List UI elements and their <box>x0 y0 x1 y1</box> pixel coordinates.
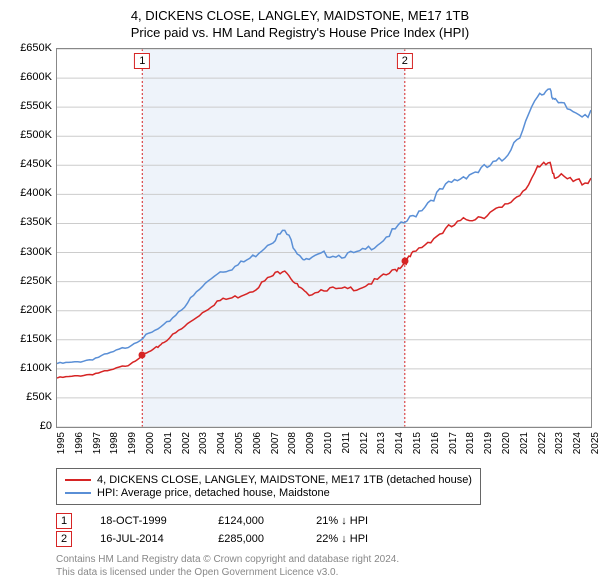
x-tick-label: 2007 <box>270 432 281 454</box>
legend: 4, DICKENS CLOSE, LANGLEY, MAIDSTONE, ME… <box>56 468 481 505</box>
chart-title: 4, DICKENS CLOSE, LANGLEY, MAIDSTONE, ME… <box>8 8 592 23</box>
x-tick-label: 2008 <box>287 432 298 454</box>
sale-date: 16-JUL-2014 <box>100 533 190 545</box>
sale-price: £285,000 <box>218 533 288 545</box>
legend-label: 4, DICKENS CLOSE, LANGLEY, MAIDSTONE, ME… <box>97 474 472 486</box>
x-tick-label: 2000 <box>145 432 156 454</box>
x-tick-label: 2001 <box>163 432 174 454</box>
sale-delta: 22% ↓ HPI <box>316 533 368 545</box>
table-row: 1 18-OCT-1999 £124,000 21% ↓ HPI <box>56 513 592 529</box>
y-tick-label: £150K <box>20 333 52 345</box>
y-tick-label: £500K <box>20 129 52 141</box>
y-tick-label: £350K <box>20 216 52 228</box>
sale-index-badge: 1 <box>56 513 72 529</box>
x-tick-label: 2024 <box>572 432 583 454</box>
y-tick-label: £600K <box>20 71 52 83</box>
x-tick-label: 1999 <box>127 432 138 454</box>
legend-item: HPI: Average price, detached house, Maid… <box>65 487 472 499</box>
x-tick-label: 1996 <box>74 432 85 454</box>
sale-marker-label: 2 <box>397 53 413 69</box>
attribution-line: This data is licensed under the Open Gov… <box>56 566 592 579</box>
x-tick-label: 2009 <box>305 432 316 454</box>
y-tick-label: £400K <box>20 187 52 199</box>
x-tick-label: 1995 <box>56 432 67 454</box>
x-tick-label: 2016 <box>430 432 441 454</box>
x-tick-label: 2021 <box>519 432 530 454</box>
x-tick-label: 2014 <box>394 432 405 454</box>
y-tick-label: £450K <box>20 158 52 170</box>
x-tick-label: 2002 <box>181 432 192 454</box>
sale-delta: 21% ↓ HPI <box>316 515 368 527</box>
sale-price: £124,000 <box>218 515 288 527</box>
y-tick-label: £650K <box>20 42 52 54</box>
y-tick-label: £100K <box>20 362 52 374</box>
y-tick-label: £300K <box>20 246 52 258</box>
attribution: Contains HM Land Registry data © Crown c… <box>56 553 592 579</box>
sale-index-badge: 2 <box>56 531 72 547</box>
x-tick-label: 2020 <box>501 432 512 454</box>
sale-date: 18-OCT-1999 <box>100 515 190 527</box>
plot-area: £0£50K£100K£150K£200K£250K£300K£350K£400… <box>8 48 592 428</box>
y-axis: £0£50K£100K£150K£200K£250K£300K£350K£400… <box>8 48 56 428</box>
x-tick-label: 2022 <box>537 432 548 454</box>
sales-table: 1 18-OCT-1999 £124,000 21% ↓ HPI 2 16-JU… <box>56 513 592 547</box>
x-tick-label: 2006 <box>252 432 263 454</box>
x-tick-label: 2012 <box>359 432 370 454</box>
table-row: 2 16-JUL-2014 £285,000 22% ↓ HPI <box>56 531 592 547</box>
y-tick-label: £50K <box>26 391 52 403</box>
plot: 12 <box>56 48 592 428</box>
line-series <box>57 49 591 427</box>
y-tick-label: £200K <box>20 304 52 316</box>
x-tick-label: 2013 <box>376 432 387 454</box>
sale-marker-label: 1 <box>134 53 150 69</box>
x-tick-label: 2015 <box>412 432 423 454</box>
y-tick-label: £0 <box>40 420 52 432</box>
y-tick-label: £250K <box>20 275 52 287</box>
sale-marker <box>139 351 146 358</box>
x-axis: 1995 1996 1997 1998 1999 2000 2001 2002 2003 2004… <box>56 428 592 460</box>
x-tick-label: 2025 <box>590 432 600 454</box>
chart-container: 4, DICKENS CLOSE, LANGLEY, MAIDSTONE, ME… <box>8 8 592 579</box>
y-tick-label: £550K <box>20 100 52 112</box>
x-tick-label: 2011 <box>341 432 352 454</box>
chart-subtitle: Price paid vs. HM Land Registry's House … <box>8 25 592 40</box>
x-tick-label: 1998 <box>109 432 120 454</box>
legend-label: HPI: Average price, detached house, Maid… <box>97 487 330 499</box>
legend-swatch <box>65 479 91 481</box>
legend-item: 4, DICKENS CLOSE, LANGLEY, MAIDSTONE, ME… <box>65 474 472 486</box>
x-tick-label: 2019 <box>483 432 494 454</box>
x-tick-label: 2010 <box>323 432 334 454</box>
x-tick-label: 2023 <box>554 432 565 454</box>
legend-swatch <box>65 492 91 494</box>
x-tick-label: 2004 <box>216 432 227 454</box>
x-tick-label: 2005 <box>234 432 245 454</box>
x-tick-label: 2017 <box>448 432 459 454</box>
x-tick-label: 2018 <box>465 432 476 454</box>
x-tick-label: 2003 <box>198 432 209 454</box>
x-tick-label: 1997 <box>92 432 103 454</box>
sale-marker <box>401 258 408 265</box>
